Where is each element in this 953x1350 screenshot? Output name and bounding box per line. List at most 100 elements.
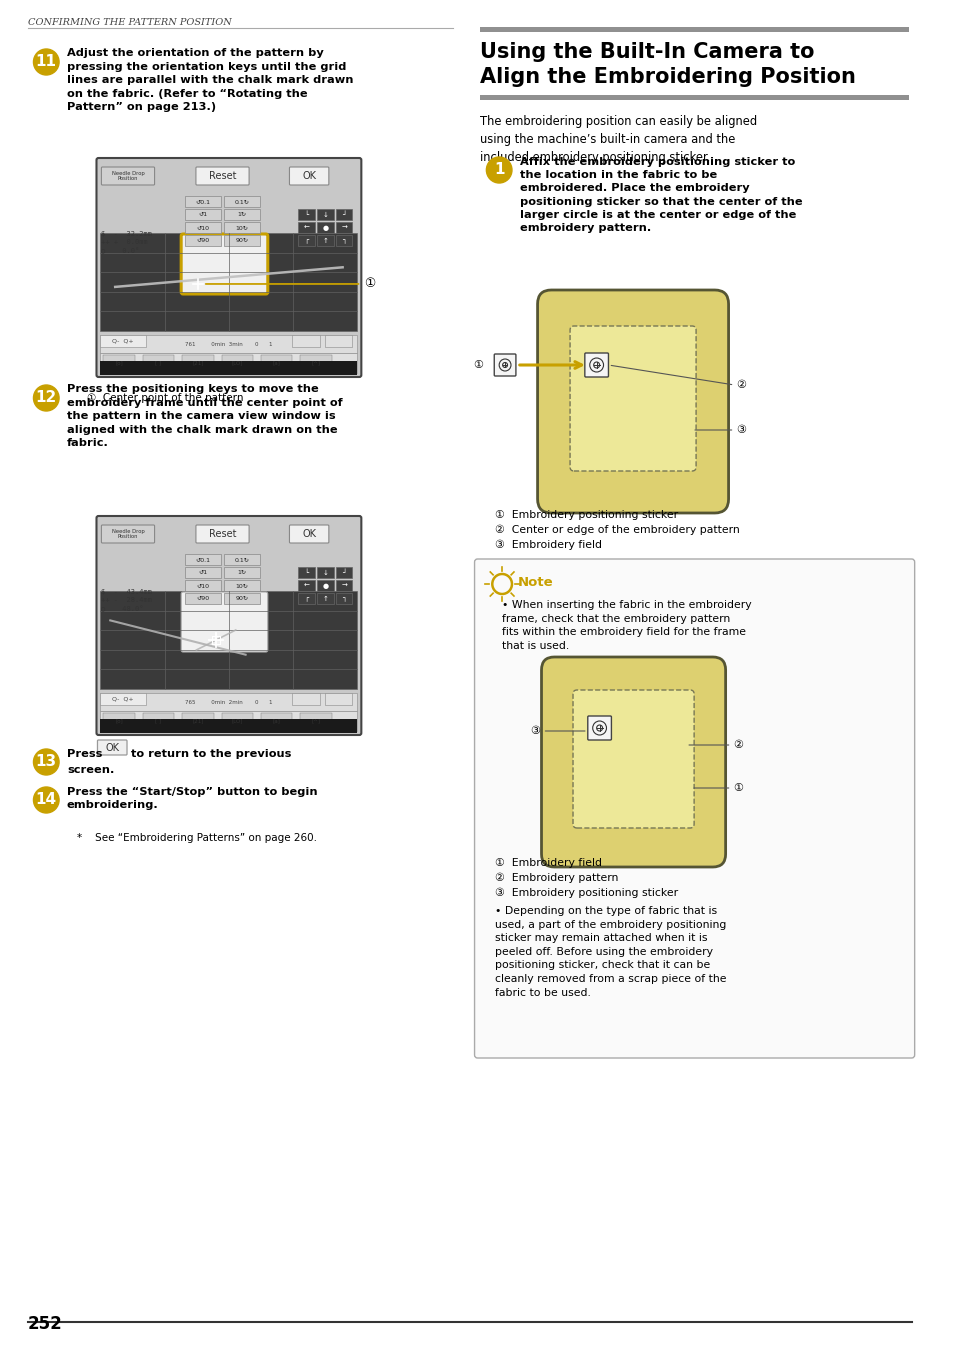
- Text: ┐: ┐: [341, 238, 346, 244]
- FancyBboxPatch shape: [96, 158, 361, 377]
- Bar: [335, 209, 352, 220]
- Bar: [224, 196, 259, 207]
- Text: Q-  Q+: Q- Q+: [112, 339, 133, 343]
- Bar: [335, 235, 352, 246]
- Text: ┘: ┘: [341, 570, 346, 576]
- Text: [ ]: [ ]: [155, 718, 161, 724]
- Bar: [224, 593, 259, 603]
- Bar: [260, 713, 293, 729]
- Bar: [224, 554, 259, 566]
- Circle shape: [33, 385, 59, 410]
- Bar: [100, 591, 357, 688]
- Text: ③: ③: [530, 726, 540, 736]
- Text: ②  Center or edge of the embroidery pattern: ② Center or edge of the embroidery patte…: [495, 525, 740, 536]
- FancyBboxPatch shape: [181, 593, 268, 652]
- FancyBboxPatch shape: [474, 559, 914, 1058]
- Bar: [185, 209, 220, 220]
- FancyBboxPatch shape: [570, 325, 696, 471]
- Text: ●: ●: [322, 583, 328, 589]
- Text: ↑: ↑: [322, 238, 328, 244]
- Text: Using the Built-In Camera to
Align the Embroidering Position: Using the Built-In Camera to Align the E…: [480, 42, 856, 86]
- Text: [a]: [a]: [273, 360, 280, 366]
- Bar: [298, 209, 314, 220]
- Text: CONFIRMING THE PATTERN POSITION: CONFIRMING THE PATTERN POSITION: [28, 18, 231, 27]
- Bar: [224, 221, 259, 234]
- Bar: [260, 355, 293, 371]
- Text: ↑: ↑: [322, 595, 328, 602]
- Bar: [335, 593, 352, 603]
- Text: $  -  32.2mm
++ +  0.0mm
○    0.0°: $ - 32.2mm ++ + 0.0mm ○ 0.0°: [101, 231, 152, 255]
- FancyBboxPatch shape: [195, 525, 249, 543]
- Text: ←: ←: [303, 225, 310, 231]
- Text: 12: 12: [35, 390, 57, 405]
- Text: [o]: [o]: [115, 718, 123, 724]
- Bar: [335, 580, 352, 591]
- Bar: [335, 221, 352, 234]
- Text: ↺10: ↺10: [196, 583, 209, 589]
- Text: ┌: ┌: [304, 238, 309, 244]
- Text: ↓: ↓: [322, 212, 328, 217]
- Text: 1: 1: [494, 162, 504, 177]
- Bar: [100, 352, 357, 373]
- Text: [LO]: [LO]: [232, 718, 243, 724]
- Bar: [182, 355, 213, 371]
- FancyBboxPatch shape: [537, 290, 728, 513]
- Text: ③  Embroidery positioning sticker: ③ Embroidery positioning sticker: [495, 888, 678, 898]
- Text: 14: 14: [35, 792, 57, 807]
- Bar: [185, 580, 220, 591]
- Text: ③  Embroidery field: ③ Embroidery field: [495, 540, 601, 551]
- Bar: [224, 567, 259, 578]
- Bar: [100, 711, 357, 730]
- Text: 765         0min  2min       0      1: 765 0min 2min 0 1: [185, 699, 272, 705]
- Bar: [103, 355, 134, 371]
- FancyBboxPatch shape: [289, 525, 329, 543]
- FancyBboxPatch shape: [541, 657, 725, 867]
- Bar: [143, 713, 174, 729]
- Text: 0.1↻: 0.1↻: [234, 558, 250, 563]
- Text: [LO]: [LO]: [232, 360, 243, 366]
- Text: • Depending on the type of fabric that is
used, a part of the embroidery positio: • Depending on the type of fabric that i…: [495, 906, 726, 998]
- Bar: [100, 234, 357, 331]
- Bar: [298, 235, 314, 246]
- Bar: [335, 567, 352, 578]
- Text: 761         0min  3min       0      1: 761 0min 3min 0 1: [185, 342, 272, 347]
- Bar: [185, 567, 220, 578]
- Text: ●: ●: [322, 225, 328, 231]
- Text: Reset: Reset: [209, 529, 236, 539]
- Text: ┌: ┌: [304, 595, 309, 602]
- Bar: [298, 580, 314, 591]
- FancyBboxPatch shape: [101, 525, 154, 543]
- Text: ①  Embroidery positioning sticker: ① Embroidery positioning sticker: [495, 510, 678, 520]
- Bar: [221, 355, 253, 371]
- Text: ①: ①: [733, 783, 742, 792]
- Text: ↓: ↓: [322, 570, 328, 576]
- Bar: [298, 593, 314, 603]
- Text: Adjust the orientation of the pattern by
pressing the orientation keys until the: Adjust the orientation of the pattern by…: [67, 49, 353, 112]
- Text: $  -  43.4mm
++ -  28.4mm
○    48.0°: $ - 43.4mm ++ - 28.4mm ○ 48.0°: [101, 589, 152, 613]
- Bar: [298, 221, 314, 234]
- Bar: [298, 567, 314, 578]
- FancyBboxPatch shape: [181, 234, 268, 294]
- Text: Needle Drop
Position: Needle Drop Position: [112, 529, 144, 540]
- FancyBboxPatch shape: [96, 516, 361, 734]
- Text: 90↻: 90↻: [235, 597, 249, 602]
- Text: ←: ←: [303, 583, 310, 589]
- Bar: [100, 335, 357, 352]
- Text: ↺0.1: ↺0.1: [195, 558, 210, 563]
- Circle shape: [486, 157, 512, 184]
- Text: ┘: ┘: [341, 212, 346, 217]
- Text: →: →: [341, 225, 347, 231]
- FancyBboxPatch shape: [101, 167, 154, 185]
- Bar: [480, 27, 908, 32]
- Text: 90↻: 90↻: [235, 239, 249, 243]
- Text: ↺90: ↺90: [196, 239, 209, 243]
- Text: screen.: screen.: [67, 765, 114, 775]
- Bar: [221, 713, 253, 729]
- Text: Press: Press: [67, 749, 102, 759]
- Bar: [325, 335, 352, 347]
- Text: 10↻: 10↻: [235, 583, 249, 589]
- Bar: [100, 360, 357, 375]
- Bar: [224, 580, 259, 591]
- Bar: [182, 713, 213, 729]
- Bar: [316, 593, 334, 603]
